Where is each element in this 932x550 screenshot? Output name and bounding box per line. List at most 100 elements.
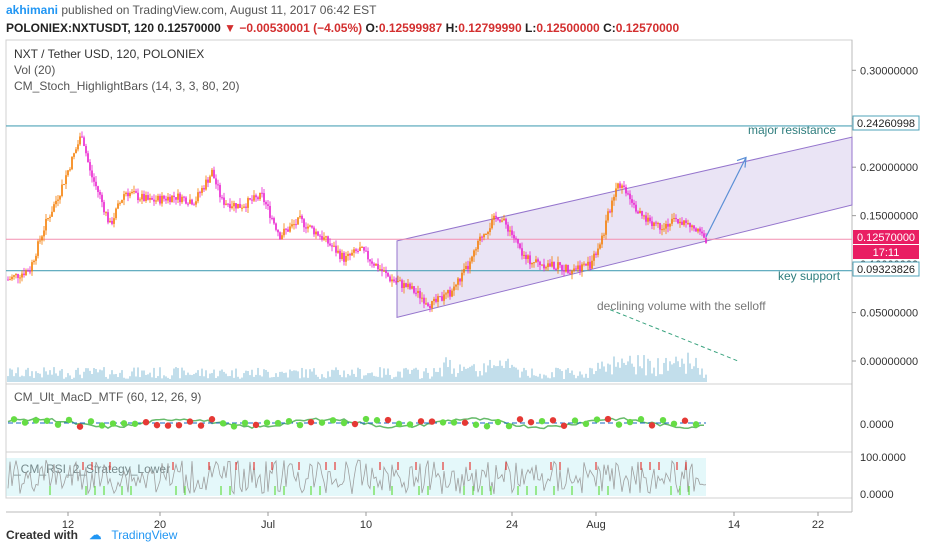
volume-bar [189,374,191,382]
candle-body [299,215,301,218]
volume-bar [417,369,419,382]
candle-body [627,193,629,195]
price-tick-label: 0.05000000 [860,308,918,320]
candle-body [35,255,37,261]
candle-body [123,194,125,200]
candle-body [233,203,235,207]
candle-body [435,298,437,302]
candle-body [309,225,311,227]
candle-body [657,223,659,225]
volume-annotation[interactable]: declining volume with the selloff [597,299,766,313]
volume-bar [593,374,595,382]
volume-bar [569,373,571,382]
candle-body [519,243,521,249]
candle-body [323,237,325,240]
volume-bar [157,376,159,382]
volume-bar [467,368,469,382]
volume-bar [579,371,581,382]
candle-body [307,226,309,229]
volume-bar [125,378,127,382]
volume-bar [499,360,501,382]
candle-body [273,218,275,224]
candle-body [673,217,675,219]
macd-cross-dot [384,416,392,424]
volume-bar [205,370,207,382]
projection-arrow[interactable] [705,157,747,238]
candle-body [295,224,297,226]
volume-bar [191,375,193,382]
macd-cross-dot [109,420,117,427]
volume-bar [301,367,303,382]
candle-body [553,261,555,269]
volume-bar [171,375,173,382]
volume-bar [161,378,163,382]
volume-bar [359,369,361,382]
candle-body [391,279,393,282]
macd-cross-dot [252,421,260,429]
volume-bar [163,375,165,382]
parallel-channel[interactable] [396,136,853,319]
volume-bar [137,367,139,382]
volume-bar [457,373,459,382]
candle-body [245,206,247,208]
candle-body [601,235,603,245]
candle-body [481,236,483,238]
volume-bar [71,378,73,382]
candle-body [51,211,53,217]
candle-body [79,136,81,145]
price-axis[interactable]: 0.300000000.250000000.200000000.15000000… [852,65,918,368]
macd-cross-dot [186,418,194,425]
candle-body [579,265,581,272]
volume-legend[interactable]: Vol (20) [14,63,55,77]
volume-bar [159,367,161,382]
candle-body [383,270,385,272]
volume-bar [237,376,239,382]
volume-bar [571,370,573,382]
candle-body [527,255,529,260]
candle-body [135,191,137,193]
candle-body [219,184,221,198]
candle-body [105,212,107,214]
time-axis[interactable]: 12 20 Jul 10 24 Aug 14 22 [62,512,824,531]
candle-body [193,204,195,206]
volume-bar [257,367,259,382]
macd-cross-dot [351,420,359,428]
macd-legend[interactable]: CM_Ult_MacD_MTF (60, 12, 26, 9) [14,390,201,404]
volume-bar [167,377,169,382]
candle-body [227,203,229,205]
candle-body [643,215,645,217]
resistance-annotation[interactable]: major resistance [748,123,836,137]
volume-bar [461,370,463,382]
volume-bar [183,370,185,382]
volume-bar [675,356,677,382]
volume-bar [635,374,637,382]
high-label: H: [445,21,459,35]
candle-body [427,303,429,306]
volume-bar [235,368,237,382]
tradingview-link[interactable]: TradingView [111,528,178,542]
candle-body [149,197,151,200]
author-link[interactable]: akhimani [6,3,59,17]
volume-trend-line[interactable] [609,309,739,362]
volume-bar [631,363,633,382]
volume-bar [79,374,81,382]
candle-body [489,228,491,233]
high-value: 0.12799990 [458,21,522,35]
volume-bar [99,369,101,382]
volume-bar [603,366,605,382]
support-annotation[interactable]: key support [778,269,841,283]
volume-bar [331,369,333,382]
volume-bar [307,377,309,382]
candle-body [121,199,123,203]
volume-bar [673,363,675,382]
volume-bar [59,370,61,382]
macd-cross-dot [142,418,150,426]
volume-bar [527,375,529,382]
stoch-legend[interactable]: CM_Stoch_HighlightBars (14, 3, 3, 80, 20… [14,79,239,93]
candle-body [87,153,89,163]
candle-body [491,219,493,229]
candle-body [37,241,39,256]
volume-bar [243,373,245,382]
volume-bar [231,370,233,382]
